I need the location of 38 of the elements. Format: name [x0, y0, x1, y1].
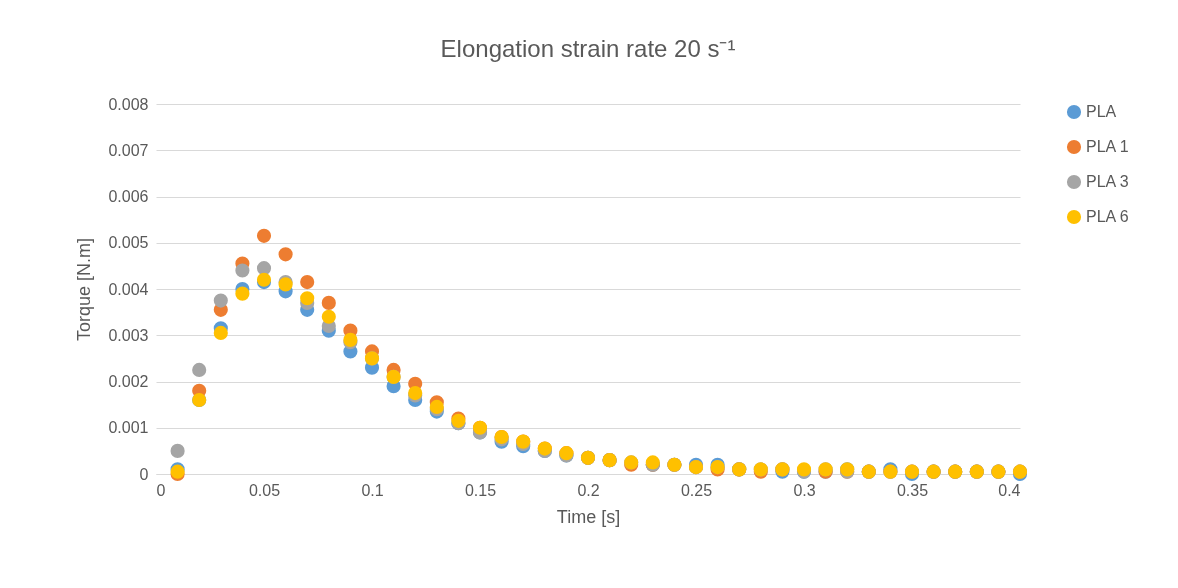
x-tick-label: 0.25: [680, 481, 713, 499]
point: [321, 309, 336, 324]
y-axis-title: Torque [N.m]: [74, 237, 95, 342]
point: [235, 286, 250, 301]
point: [213, 293, 228, 308]
chart-title: Elongation strain rate 20 s⁻¹: [440, 35, 736, 62]
legend-label: PLA: [1086, 103, 1117, 120]
point: [170, 443, 185, 458]
x-tick-label: 0.1: [361, 481, 384, 499]
point: [192, 362, 207, 377]
x-axis-title: Time [s]: [556, 506, 621, 527]
point: [278, 247, 293, 262]
x-tick-label: 0.2: [577, 481, 600, 499]
y-tick-label: 0.003: [108, 326, 149, 344]
y-tick-label: 0.005: [108, 234, 149, 252]
point: [235, 263, 250, 278]
y-tick-label: 0.002: [108, 373, 149, 390]
y-tick-label: 0.006: [108, 188, 149, 205]
legend-label: PLA 3: [1086, 173, 1129, 190]
point: [213, 325, 228, 340]
x-tick-label: 0: [156, 481, 166, 499]
x-tick-label: 0.3: [793, 481, 816, 499]
x-tick-label: 0.4: [998, 481, 1021, 499]
y-tick-label: 0.001: [108, 419, 149, 437]
legend-label: PLA 6: [1086, 208, 1129, 225]
x-tick-label: 0.05: [248, 481, 281, 499]
point: [300, 291, 315, 306]
y-tick-label: 0.007: [108, 141, 149, 159]
point: [300, 275, 315, 290]
x-tick-label: 0.15: [464, 481, 497, 499]
point: [256, 228, 272, 243]
point: [256, 261, 272, 276]
point: [321, 295, 336, 310]
y-tick-label: 0.004: [108, 280, 149, 298]
legend-label: PLA 1: [1086, 138, 1129, 155]
y-tick-label: 0: [139, 465, 149, 483]
x-tick-label: 0.35: [896, 481, 929, 499]
y-tick-label: 0.008: [108, 95, 149, 113]
